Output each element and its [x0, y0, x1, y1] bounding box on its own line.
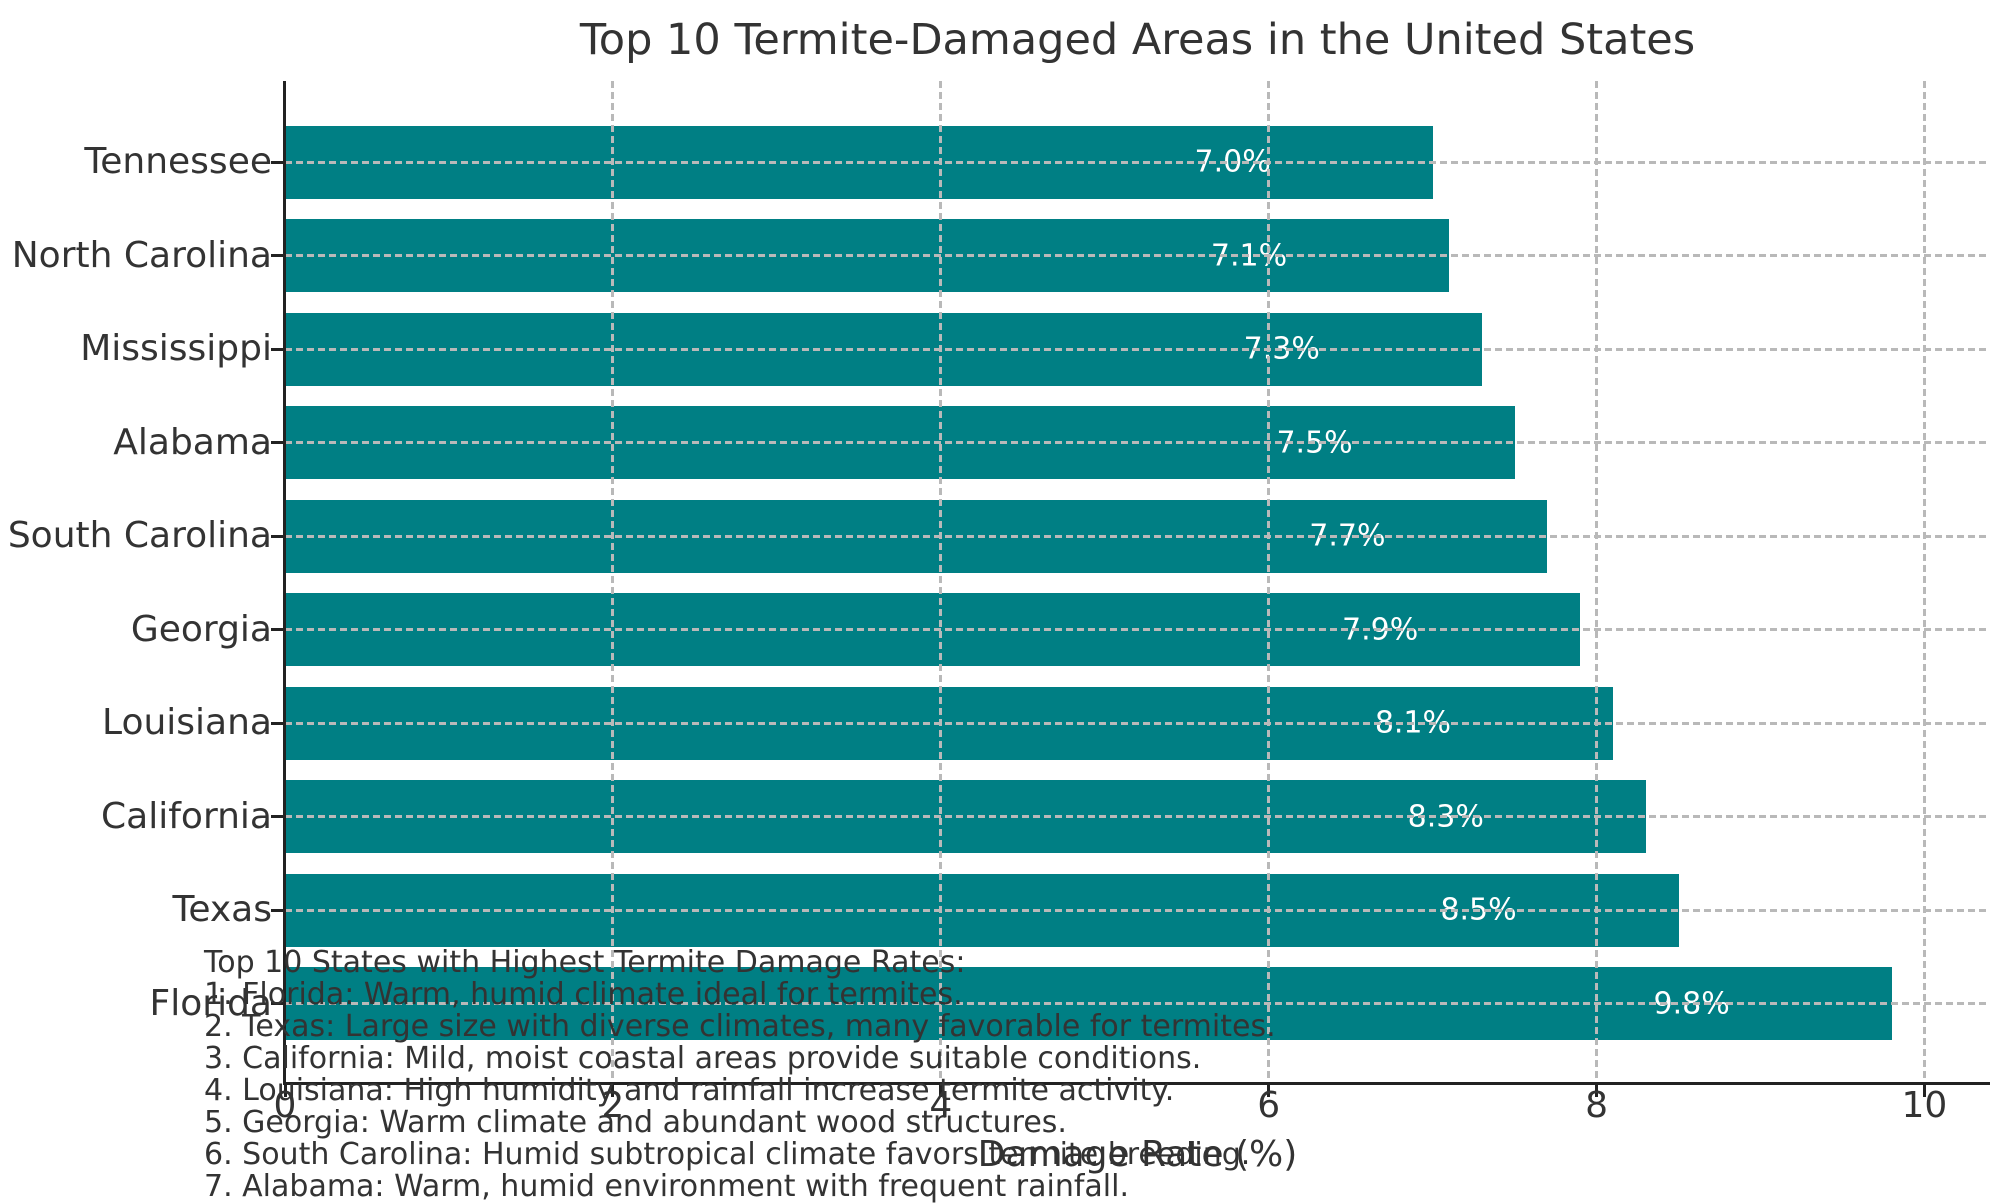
vertical-gridline [939, 81, 943, 1082]
y-tick-mark [271, 534, 283, 538]
horizontal-gridline [285, 908, 1990, 912]
x-tick-label-6: 6 [1257, 1085, 1281, 1126]
y-tick-mark [271, 441, 283, 445]
horizontal-gridline [285, 628, 1990, 632]
y-tick-label-tennessee: Tennessee [84, 141, 272, 182]
y-tick-label-south-carolina: South Carolina [7, 515, 272, 557]
horizontal-gridline [285, 347, 1990, 351]
y-tick-label-north-carolina: North Carolina [11, 234, 272, 276]
x-tick-mark [283, 1085, 287, 1097]
x-tick-mark [611, 1085, 615, 1097]
horizontal-gridline [285, 254, 1990, 258]
x-tick-label-4: 4 [929, 1085, 953, 1126]
horizontal-gridline [285, 160, 1990, 164]
chart-title: Top 10 Termite-Damaged Areas in the Unit… [579, 15, 1696, 65]
y-tick-label-mississippi: Mississippi [80, 328, 272, 370]
horizontal-gridline [285, 1002, 1990, 1006]
y-tick-mark [271, 721, 283, 725]
vertical-gridline [1595, 81, 1599, 1082]
plot-area: 7.0% 7.1% 7.3% 7.5% 7.7% 7.9% 8.1% 8.3% 8.5% 9.8% [285, 81, 1990, 1082]
y-tick-label-louisiana: Louisiana [102, 702, 272, 744]
vertical-gridline [611, 81, 615, 1082]
horizontal-gridline [285, 721, 1990, 725]
x-tick-label-2: 2 [601, 1085, 625, 1126]
y-tick-mark [271, 815, 283, 819]
y-tick-label-texas: Texas [172, 889, 272, 931]
horizontal-gridline [285, 441, 1990, 445]
x-tick-mark [1267, 1085, 1271, 1097]
x-tick-mark [939, 1085, 943, 1097]
x-axis-spine [283, 1082, 1990, 1085]
x-tick-label-10: 10 [1901, 1085, 1948, 1126]
y-tick-mark [271, 1002, 283, 1006]
x-tick-mark [1595, 1085, 1599, 1097]
horizontal-gridline [285, 815, 1990, 819]
y-tick-label-florida: Florida [149, 982, 272, 1024]
annotation-text: Top 10 States with Highest Termite Damag… [204, 945, 1276, 1204]
y-tick-mark [271, 347, 283, 351]
x-tick-label-0: 0 [273, 1085, 297, 1126]
x-tick-mark [1922, 1085, 1926, 1097]
x-tick-label-8: 8 [1585, 1085, 1608, 1126]
y-tick-label-alabama: Alabama [113, 421, 272, 463]
x-axis-label: Damage Rate (%) [977, 1134, 1298, 1175]
y-axis-spine [283, 81, 286, 1085]
vertical-gridline [1267, 81, 1271, 1082]
y-tick-label-georgia: Georgia [130, 608, 272, 650]
y-tick-label-california: California [101, 795, 272, 837]
y-tick-mark [271, 160, 283, 164]
horizontal-gridline [285, 534, 1990, 538]
y-tick-mark [271, 628, 283, 632]
y-tick-mark [271, 254, 283, 258]
vertical-gridline [1922, 81, 1926, 1082]
y-tick-mark [271, 908, 283, 912]
